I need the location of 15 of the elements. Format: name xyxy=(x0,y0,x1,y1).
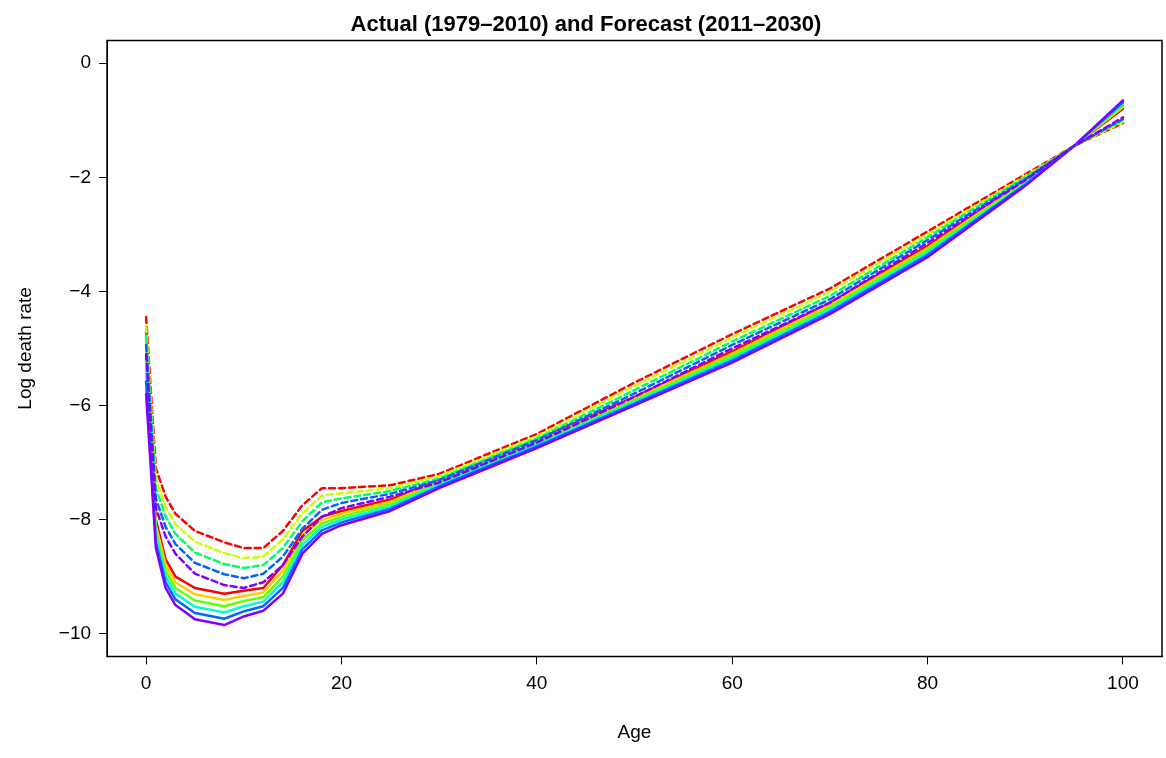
x-tick-label: 20 xyxy=(330,672,353,694)
x-axis-title: Age xyxy=(617,720,652,742)
x-tick-label: 40 xyxy=(526,672,548,694)
y-tick-label: −6 xyxy=(69,393,92,415)
y-tick-label: −8 xyxy=(69,507,92,529)
y-tick-label: −4 xyxy=(69,279,92,301)
x-tick-label: 100 xyxy=(1107,672,1139,694)
x-tick-label: 80 xyxy=(916,672,939,694)
x-tick-label: 0 xyxy=(140,672,152,694)
y-tick-label: 0 xyxy=(80,51,92,73)
y-tick-label: −2 xyxy=(69,165,92,187)
x-tick-label: 60 xyxy=(721,672,743,694)
y-axis-title: Log death rate xyxy=(13,287,35,410)
chart-title: Actual (1979–2010) and Forecast (2011–2030) xyxy=(350,11,822,37)
y-tick-label: −10 xyxy=(58,621,92,643)
